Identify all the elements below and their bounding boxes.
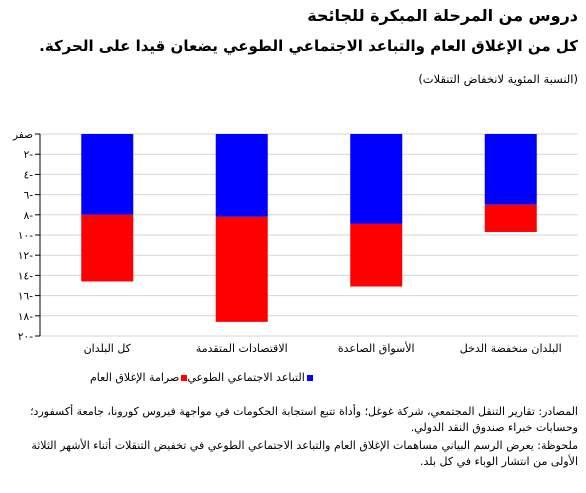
category-label: الاقتصادات المتقدمة — [196, 342, 288, 355]
bar-voluntary — [81, 134, 134, 215]
bar-lockdown — [484, 204, 537, 232]
bar-lockdown — [215, 216, 268, 322]
y-tick-label: صفر — [12, 129, 33, 141]
chart-title: دروس من المرحلة المبكرة للجائحة — [307, 6, 578, 25]
y-tick-label: ٦- — [24, 190, 34, 202]
legend-item-voluntary: التباعد الاجتماعي الطوعي — [187, 371, 313, 384]
category-label: كل البلدان — [84, 342, 132, 355]
category-label: البلدان منخفضة الدخل — [460, 342, 562, 355]
chart-subtitle: كل من الإغلاق العام والتباعد الاجتماعي ا… — [39, 37, 578, 55]
y-tick-label: ٤- — [24, 169, 34, 181]
bar-voluntary — [484, 134, 537, 205]
chart-legend: التباعد الاجتماعي الطوعي صرامة الإغلاق ا… — [90, 371, 313, 384]
sources-note: المصادر: تقارير التنقل المجتمعي، شركة غو… — [30, 405, 578, 434]
y-tick-label: ١٠- — [18, 230, 33, 242]
y-tick-label: ٢٠- — [18, 331, 33, 343]
category-label: الأسواق الصاعدة — [338, 341, 415, 355]
methodology-note: ملحوظة: يعرض الرسم البياني مساهمات الإغل… — [31, 439, 578, 468]
bar-chart: صفر ٢- ٤- ٦- ٨- ١٠- ١٢- ١٤- ١٦- ١٨- ٢٠- كل البلدان ا… — [12, 129, 578, 355]
legend-item-lockdown: صرامة الإغلاق العام — [90, 371, 188, 384]
bar-voluntary — [350, 134, 403, 224]
y-tick-label: ١٤- — [18, 270, 33, 282]
chart-notes: المصادر: تقارير التنقل المجتمعي، شركة غو… — [3, 404, 578, 470]
bar-lockdown — [350, 223, 403, 287]
legend-label-lockdown: صرامة الإغلاق العام — [90, 371, 180, 384]
chart-unit: (النسبة المئوية لانخفاض التنقلات) — [418, 72, 578, 86]
legend-label-voluntary: التباعد الاجتماعي الطوعي — [187, 371, 305, 384]
y-tick-label: ١٢- — [18, 250, 33, 262]
bar-lockdown — [81, 214, 134, 282]
bar-voluntary — [215, 134, 268, 217]
y-tick-label: ١٨- — [18, 311, 33, 323]
y-tick-label: ٨- — [24, 210, 34, 222]
legend-swatch-voluntary — [306, 374, 313, 381]
y-tick-label: ١٦- — [18, 291, 33, 303]
y-tick-label: ٢- — [24, 149, 34, 161]
legend-swatch-lockdown — [181, 374, 188, 381]
